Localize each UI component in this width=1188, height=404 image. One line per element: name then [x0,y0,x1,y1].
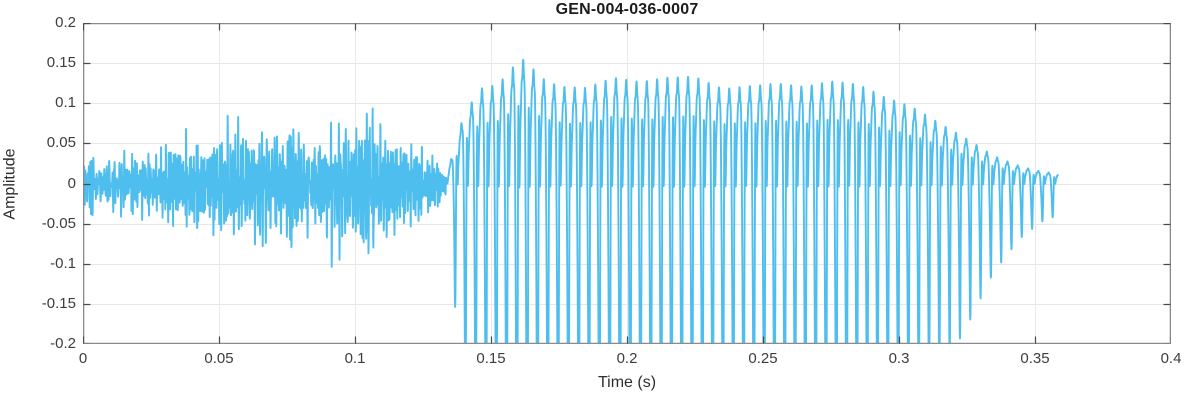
x-tick-label: 0.15 [476,350,506,367]
y-tick-label: 0.15 [46,54,76,72]
x-tick-label: 0.4 [1160,350,1182,367]
x-tick-label: 0.3 [888,350,910,367]
x-tick-label: 0.25 [748,350,778,367]
y-tick-label: -0.1 [50,254,76,272]
x-tick-label: 0.05 [204,350,234,367]
y-tick-label: 0.2 [55,14,76,31]
y-tick-label: 0 [67,174,76,192]
x-tick-label: 0.1 [344,350,366,367]
x-axis-label: Time (s) [597,374,657,391]
chart-title: GEN-004-036-0007 [555,1,699,18]
y-tick-label: -0.05 [41,214,76,232]
y-tick-label: 0.05 [46,134,76,152]
y-tick-label: -0.2 [50,335,76,352]
x-tick-label: 0.35 [1020,350,1050,367]
x-tick-label: 0.2 [616,350,638,367]
y-tick-label: 0.1 [55,94,76,112]
x-tick-label: 0 [78,350,88,367]
y-tick-label: -0.15 [41,294,76,312]
waveform-plot-canvas [83,23,1171,344]
